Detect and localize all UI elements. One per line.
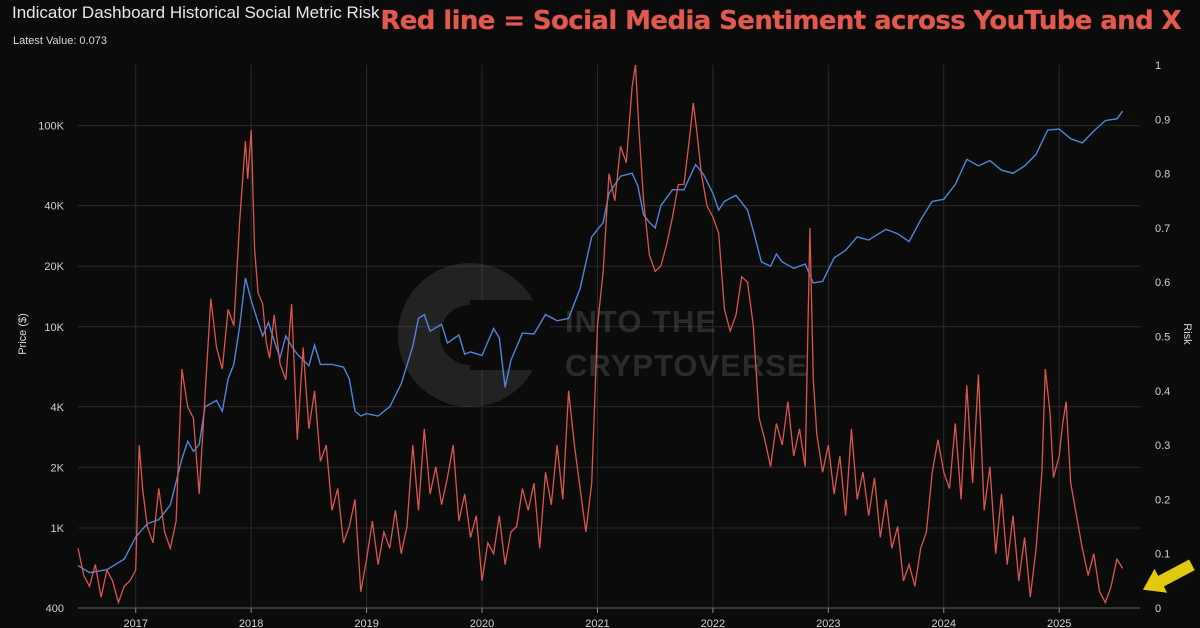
y-left-tick-label: 400 bbox=[46, 603, 64, 615]
y-left-tick-label: 100K bbox=[38, 121, 64, 133]
page-title: Indicator Dashboard Historical Social Me… bbox=[12, 3, 380, 22]
x-axis-ticks: 2017 2018 2019 2020 2021 2022 2023 2024 2025 bbox=[78, 607, 1140, 628]
y-right-tick-label: 0.6 bbox=[1155, 277, 1170, 289]
y-left-tick-label: 40K bbox=[44, 201, 64, 213]
left-axis-ticks: 400 1K 2K 4K 10K 20K 40K 100K bbox=[38, 121, 64, 615]
y-axis-left-label: Price ($) bbox=[17, 313, 29, 355]
y-left-tick-label: 10K bbox=[44, 322, 64, 334]
y-right-tick-label: 0.5 bbox=[1155, 332, 1170, 344]
y-right-tick-label: 0.7 bbox=[1155, 223, 1170, 235]
x-tick-label: 2018 bbox=[239, 618, 263, 628]
x-tick-label: 2023 bbox=[816, 618, 840, 628]
latest-value: Latest Value: 0.073 bbox=[13, 35, 107, 47]
x-tick-label: 2019 bbox=[354, 618, 378, 628]
x-tick-label: 2024 bbox=[932, 618, 956, 628]
latest-value-number: 0.073 bbox=[79, 35, 107, 47]
arrow-icon bbox=[1142, 559, 1195, 593]
y-right-tick-label: 0 bbox=[1155, 603, 1161, 615]
price-series-line bbox=[77, 110, 1124, 574]
watermark-line-1: INTO THE bbox=[565, 304, 718, 339]
x-tick-label: 2022 bbox=[701, 618, 725, 628]
y-left-tick-label: 2K bbox=[51, 462, 65, 474]
x-tick-label: 2021 bbox=[585, 618, 609, 628]
y-left-tick-label: 1K bbox=[51, 523, 65, 535]
y-right-tick-label: 0.8 bbox=[1155, 169, 1170, 181]
watermark-logo bbox=[398, 263, 550, 407]
y-right-tick-label: 0.2 bbox=[1155, 494, 1170, 506]
y-axis-right-label: Risk bbox=[1181, 323, 1193, 345]
y-left-tick-label: 20K bbox=[44, 261, 64, 273]
y-left-tick-label: 4K bbox=[51, 402, 65, 414]
right-axis-ticks: 0 0.1 0.2 0.3 0.4 0.5 0.6 0.7 0.8 0.9 1 bbox=[1155, 60, 1170, 615]
y-right-tick-label: 0.4 bbox=[1155, 386, 1170, 398]
risk-series-line bbox=[77, 64, 1124, 605]
y-right-tick-label: 0.3 bbox=[1155, 440, 1170, 452]
latest-value-label: Latest Value: bbox=[13, 35, 77, 47]
x-tick-label: 2025 bbox=[1047, 618, 1071, 628]
watermark-text: INTO THE CRYPTOVERSE bbox=[565, 300, 809, 388]
y-right-tick-label: 0.1 bbox=[1155, 549, 1170, 561]
watermark-line-2: CRYPTOVERSE bbox=[565, 348, 809, 383]
x-tick-label: 2020 bbox=[470, 618, 494, 628]
x-tick-label: 2017 bbox=[123, 618, 147, 628]
y-right-tick-label: 1 bbox=[1155, 60, 1161, 72]
y-right-tick-label: 0.9 bbox=[1155, 114, 1170, 126]
annotation-banner: Red line = Social Media Sentiment across… bbox=[380, 6, 1181, 36]
